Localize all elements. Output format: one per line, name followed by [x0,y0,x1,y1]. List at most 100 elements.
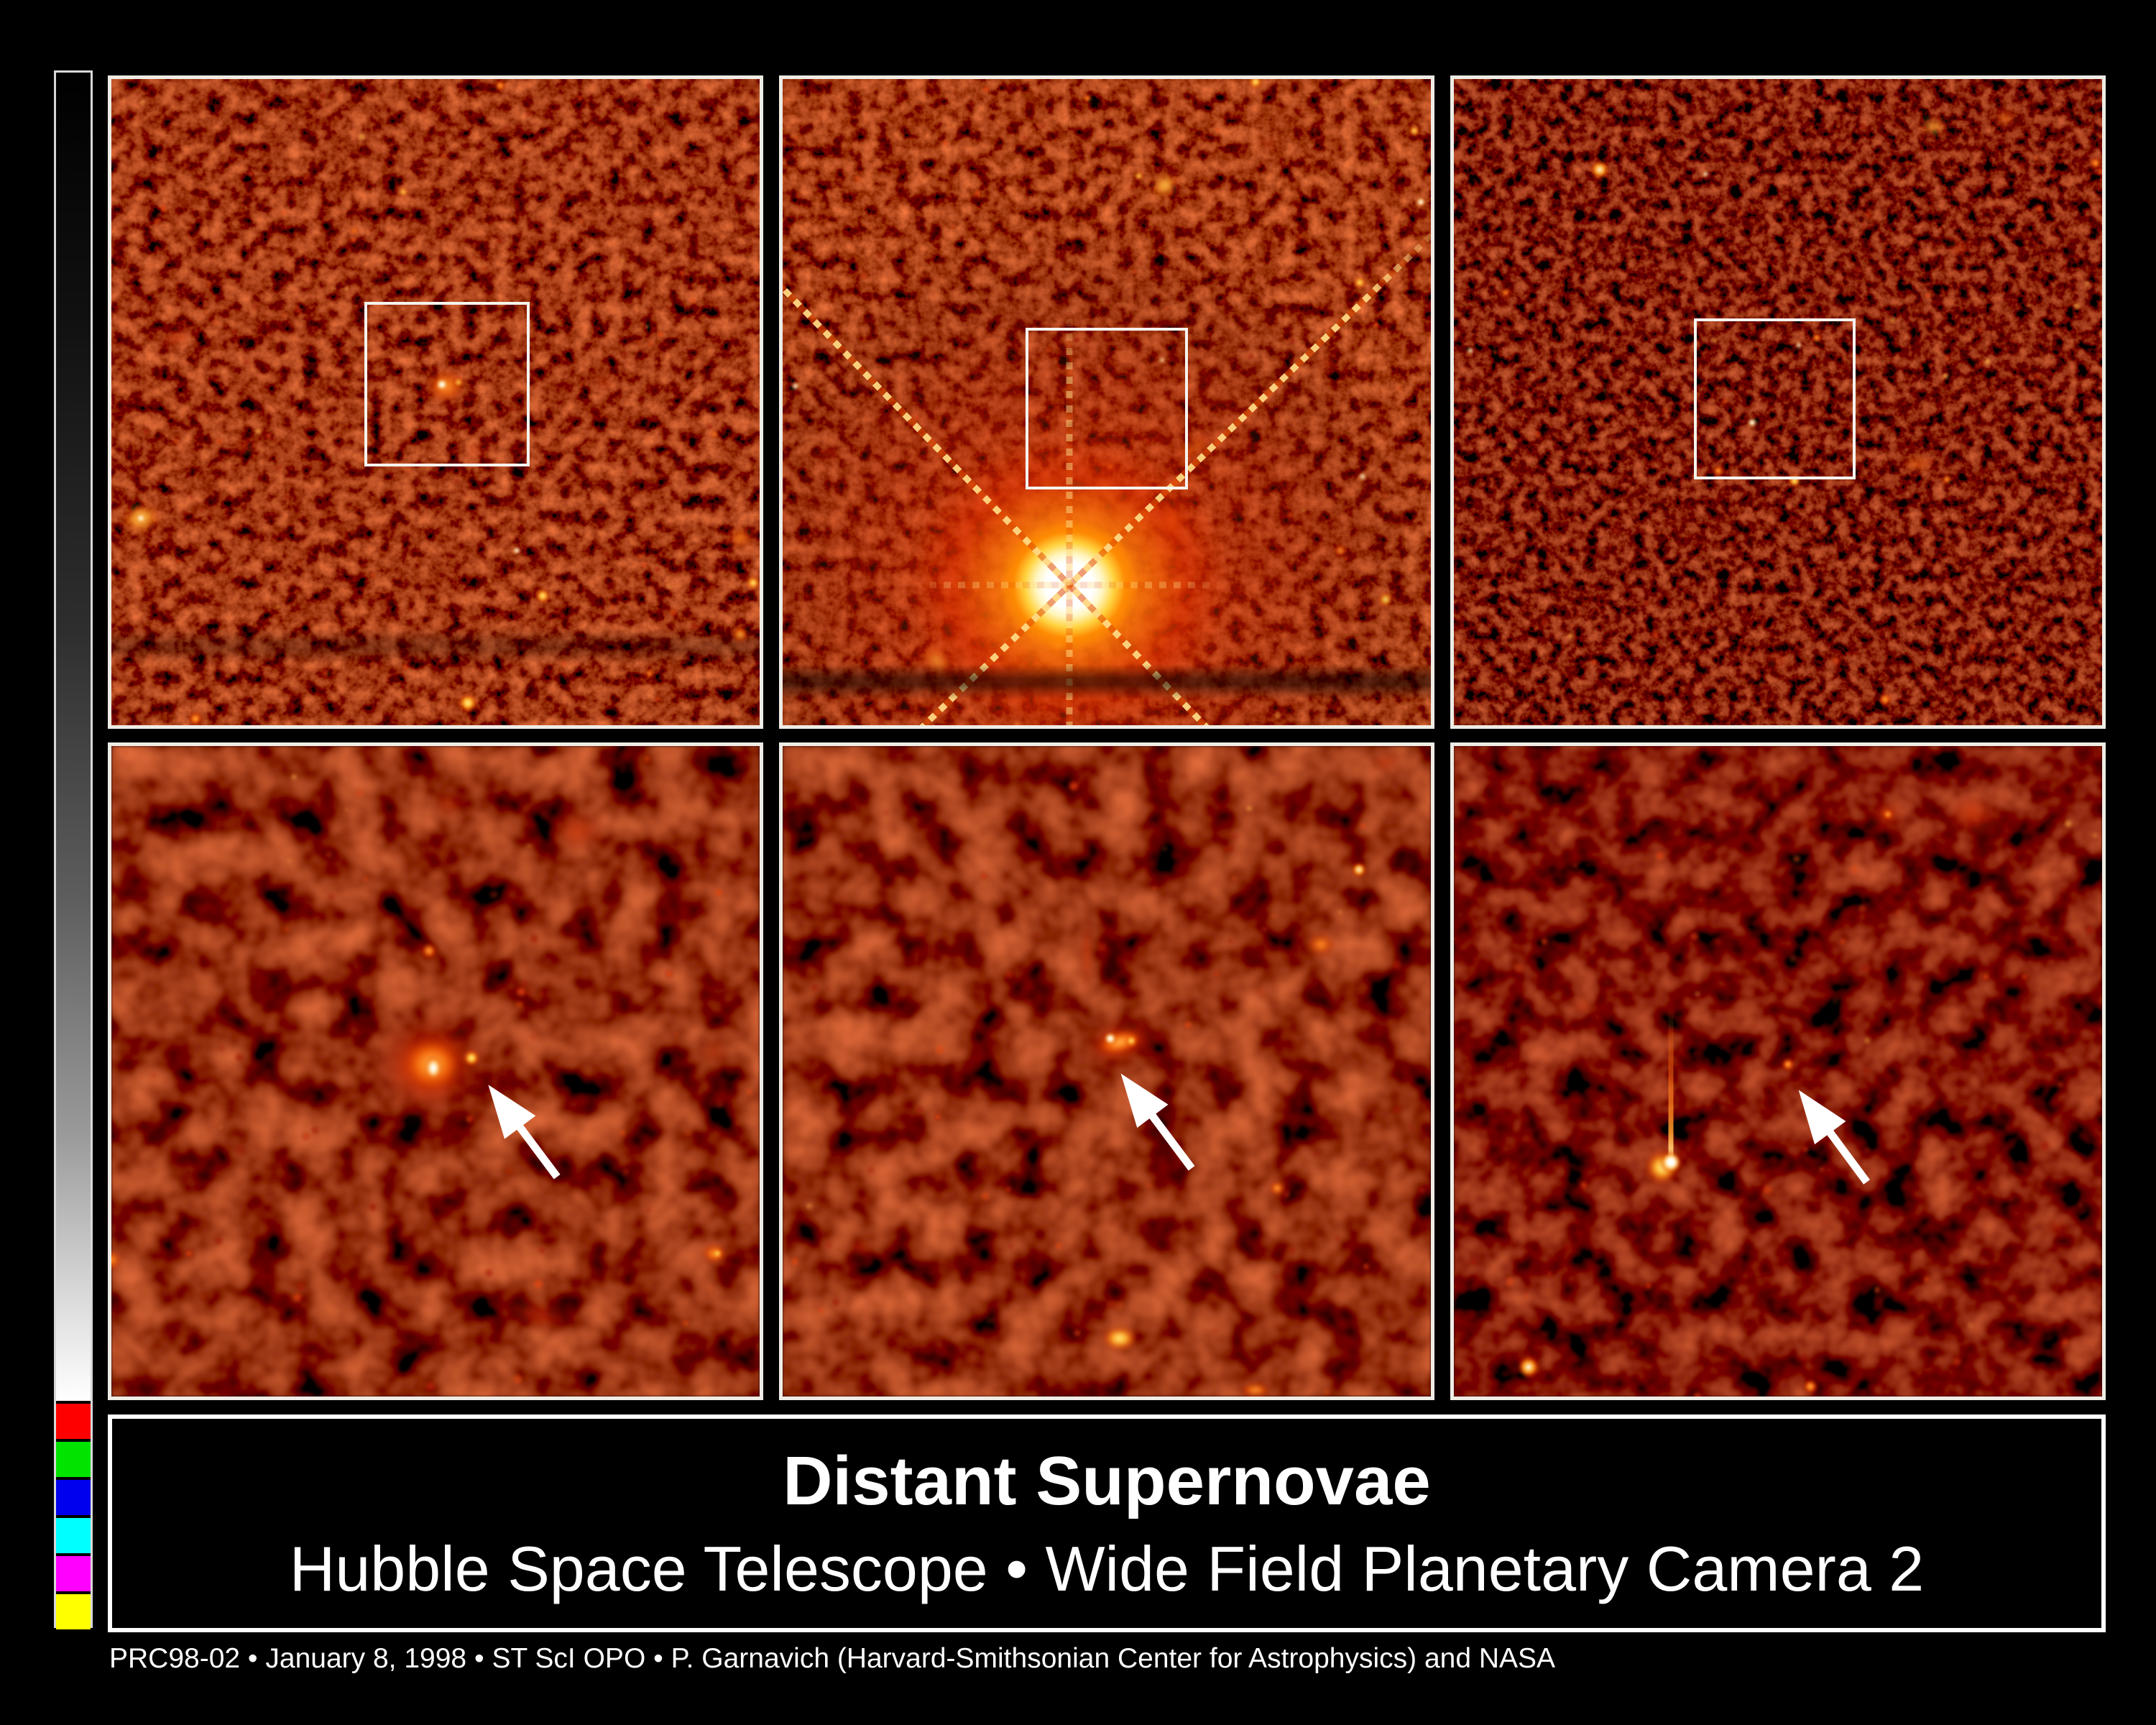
faint-star-speck [443,702,446,705]
faint-star-speck [2094,184,2101,191]
faint-star-speck [1564,150,1567,153]
star-speck [1980,972,1991,983]
faint-star-speck [1722,398,1728,404]
ccd-bleed-streak [1668,1006,1674,1163]
star-speck [351,227,359,235]
star-speck [1922,1275,1932,1284]
faint-star-speck [471,257,476,262]
faint-star-speck [1733,390,1737,394]
faint-star-speck [234,124,239,129]
faint-star-speck [1842,454,1846,458]
faint-star-speck [228,568,231,572]
star-speck [494,79,507,91]
star-speck [933,1111,944,1122]
faint-star-speck [1802,1147,1807,1152]
faint-star-speck [245,644,251,650]
faint-star-speck [1769,239,1772,242]
faint-star-speck [655,696,660,702]
faint-star-speck [1470,1258,1478,1266]
faint-star-speck [1214,126,1220,134]
faint-star-speck [1890,316,1897,323]
faint-star-speck [1564,1243,1573,1251]
faint-star-speck [1745,134,1749,138]
star-speck [712,1248,723,1259]
faint-star-speck [546,854,550,857]
faint-star-speck [426,1382,435,1391]
faint-star-speck [1488,272,1494,277]
star-speck [2032,372,2042,381]
faint-star-speck [1153,951,1157,954]
faint-star-speck [1202,134,1207,141]
faint-star-speck [1862,224,1867,229]
faint-star-speck [1654,648,1657,650]
faint-star-speck [824,1241,833,1250]
faint-star-speck [2014,656,2019,661]
faint-star-speck [596,645,603,651]
faint-star-speck [288,859,292,862]
galaxy-blob [1370,756,1401,768]
faint-star-speck [1005,1187,1011,1192]
faint-star-speck [1580,1182,1588,1188]
faint-star-speck [1411,96,1416,101]
star-speck [645,669,654,678]
faint-star-speck [694,721,697,724]
star-speck [1644,1282,1653,1291]
galaxy-blob [1994,111,2015,124]
faint-star-speck [1197,98,1204,104]
faint-star-speck [396,379,402,385]
faint-star-speck [747,1089,752,1095]
faint-star-speck [497,237,503,244]
faint-star-speck [2040,1141,2049,1151]
faint-star-speck [918,931,925,937]
faint-star-speck [1489,183,1493,186]
faint-star-speck [670,609,677,616]
faint-star-speck [1874,1287,1879,1292]
faint-star-speck [353,190,356,193]
star-speck [459,693,478,712]
star-speck [135,513,146,524]
faint-star-speck [1762,235,1765,238]
faint-star-speck [1585,445,1591,451]
star-speck [1830,655,1843,667]
faint-star-speck [796,192,803,199]
faint-star-speck [315,949,322,955]
faint-star-speck [524,151,529,156]
galaxy-blob [433,795,465,814]
faint-star-speck [250,833,257,840]
faint-star-speck [422,108,428,114]
faint-star-speck [1624,716,1629,721]
faint-star-speck [453,478,460,484]
faint-star-speck [559,193,564,198]
faint-star-speck [460,367,464,371]
faint-star-speck [517,987,526,996]
faint-star-speck [1296,107,1302,112]
star-speck [436,378,449,392]
calibration-chip-yellow [56,1594,91,1629]
faint-star-speck [2097,670,2102,676]
faint-star-speck [248,171,254,177]
faint-star-speck [1462,1027,1466,1031]
faint-star-speck [212,319,218,326]
star-speck [420,943,437,960]
faint-star-speck [1701,375,1705,380]
faint-star-speck [2019,164,2025,170]
faint-star-speck [1641,247,1646,252]
dark-scan-band [111,628,760,664]
faint-star-speck [1271,914,1276,918]
faint-star-speck [2052,172,2058,179]
faint-star-speck [514,1376,522,1384]
galaxy-blob [1800,819,1822,829]
faint-star-speck [1728,437,1733,443]
faint-star-speck [440,715,443,719]
faint-star-speck [1690,603,1696,609]
faint-star-speck [1166,779,1170,783]
faint-star-speck [1660,397,1664,400]
faint-star-speck [943,140,949,146]
faint-star-speck [1556,564,1560,569]
faint-star-speck [1162,847,1167,851]
galaxy-blob [1240,1382,1271,1397]
faint-star-speck [1804,786,1810,792]
faint-star-speck [1703,446,1705,449]
faint-star-speck [1499,1289,1503,1293]
faint-star-speck [1480,1143,1489,1152]
